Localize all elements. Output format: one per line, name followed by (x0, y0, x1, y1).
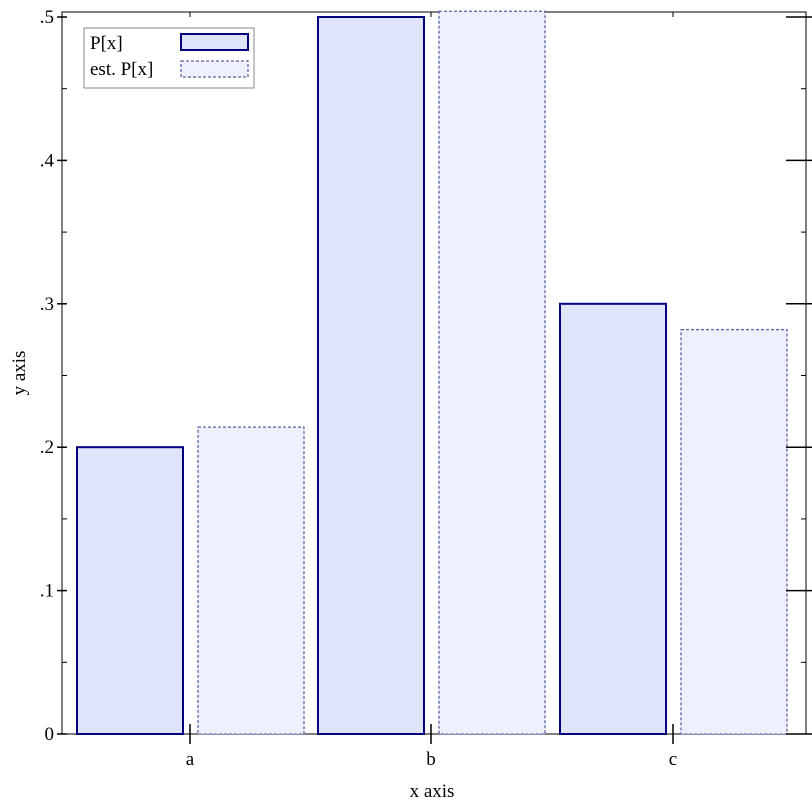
bar-est-b (438, 10, 546, 735)
y-tick-label: .4 (40, 150, 55, 171)
plot-area (61, 11, 807, 735)
bar-est-a (197, 426, 305, 735)
bar-p-b (317, 16, 425, 735)
x-axis-label: x axis (410, 781, 455, 802)
legend-label-est: est. P[x] (90, 59, 153, 80)
legend-swatch-est (180, 60, 249, 78)
bar-p-a (76, 446, 184, 735)
bar-est-c (680, 328, 788, 735)
legend-label-p: P[x] (90, 33, 123, 54)
bars-layer (76, 10, 788, 735)
y-tick-label: .1 (40, 581, 54, 602)
legend: P[x] est. P[x] (83, 27, 255, 89)
ticks-layer: 0 .1 .2 .3 .4 .5 a b c (40, 7, 812, 770)
legend-swatch-p (180, 33, 249, 51)
y-tick-label: 0 (45, 724, 55, 745)
x-tick-label-c: c (669, 749, 677, 770)
y-axis-label: y axis (9, 351, 30, 396)
x-tick-label-a: a (186, 749, 195, 770)
bar-p-c (559, 302, 667, 735)
x-tick-label-b: b (426, 749, 436, 770)
y-tick-label: .2 (40, 437, 54, 458)
y-tick-label: .5 (40, 7, 54, 28)
y-tick-label: .3 (40, 294, 54, 315)
